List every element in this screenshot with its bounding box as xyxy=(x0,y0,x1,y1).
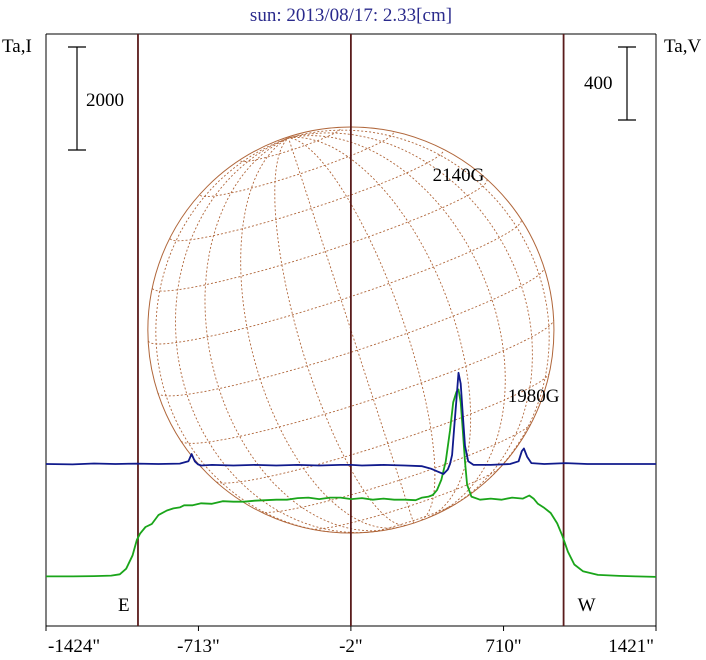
text-labels: E W 2140G 1980G xyxy=(118,165,596,616)
x-tick-label: 1421" xyxy=(608,636,654,657)
right-scale-bar: 400 xyxy=(584,46,636,121)
x-tick-label: 710" xyxy=(485,636,521,657)
longitude-line xyxy=(155,137,333,533)
limb-label-e: E xyxy=(118,595,130,616)
right-axis-label: Ta,V xyxy=(664,36,701,57)
longitude-line xyxy=(288,137,436,521)
intensity-series-line xyxy=(46,388,657,578)
left-axis-label: Ta,I xyxy=(2,36,32,57)
polarization-series-line xyxy=(45,371,656,475)
longitude-line xyxy=(175,137,378,534)
x-tick-label: -2" xyxy=(339,636,363,657)
longitude-line xyxy=(288,132,533,510)
x-axis-ticks: -1424" -713" -2" 710" 1421" xyxy=(45,626,657,657)
longitude-line xyxy=(288,129,550,484)
latitude-line xyxy=(147,219,522,345)
latitude-line xyxy=(180,320,555,444)
x-tick-label: -713" xyxy=(177,636,220,657)
right-scale-bar-label: 400 xyxy=(584,73,613,94)
limb-and-center-markers xyxy=(137,34,565,626)
annotation-label: 2140G xyxy=(433,165,485,186)
latitude-line xyxy=(366,502,458,533)
chart-title: sun: 2013/08/17: 2.33[cm] xyxy=(250,5,452,26)
left-scale-bar-label: 2000 xyxy=(86,90,124,111)
x-tick-label: -1424" xyxy=(48,636,100,657)
annotation-label: 1980G xyxy=(508,386,560,407)
longitude-line xyxy=(274,137,406,526)
left-scale-bar: 2000 xyxy=(68,46,124,151)
latitude-line xyxy=(216,373,550,484)
limb-label-w: W xyxy=(578,595,596,616)
data-series xyxy=(45,371,657,578)
latitude-line xyxy=(152,179,488,292)
latitude-line xyxy=(311,467,501,530)
longitude-line xyxy=(288,137,472,518)
longitude-line xyxy=(204,137,392,532)
longitude-line xyxy=(288,137,415,524)
longitude-line xyxy=(240,137,399,529)
